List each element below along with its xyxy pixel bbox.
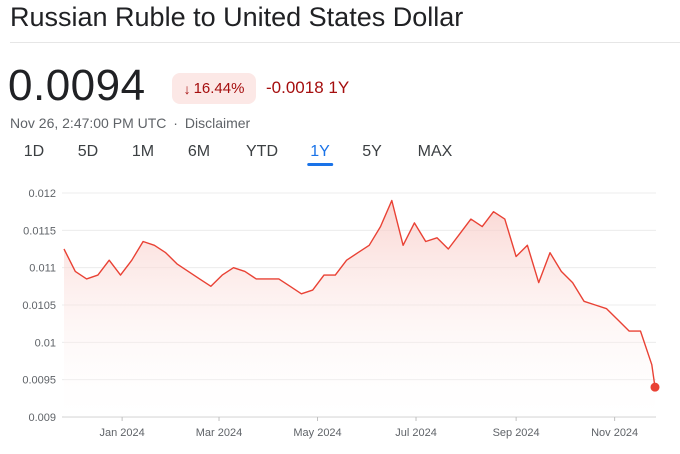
page-title: Russian Ruble to United States Dollar: [10, 2, 464, 32]
x-tick-label: May 2024: [293, 427, 341, 439]
x-axis: Jan 2024 Mar 2024 May 2024 Jul 2024 Sep 2024…: [99, 417, 638, 439]
arrow-down-icon: ↓: [183, 80, 191, 97]
current-price-dot: [650, 382, 660, 392]
meta-separator: ·: [173, 115, 178, 131]
tab-5d[interactable]: 5D: [77, 143, 99, 160]
y-tick-label: 0.0105: [22, 300, 56, 312]
x-tick-label: Jul 2024: [395, 427, 437, 439]
y-tick-label: 0.01: [35, 337, 56, 349]
price-area: [64, 200, 655, 417]
price-line: [63, 199, 656, 388]
tab-ytd[interactable]: YTD: [246, 143, 278, 160]
x-tick-label: Jan 2024: [99, 427, 144, 439]
change-percent-badge: ↓ 16.44%: [172, 73, 256, 104]
timestamp-line: Nov 26, 2:47:00 PM UTC · Disclaimer: [10, 115, 250, 131]
y-tick-label: 0.0115: [23, 225, 56, 237]
change-absolute: -0.0018 1Y: [266, 78, 350, 97]
y-tick-label: 0.009: [28, 412, 56, 424]
tab-1d[interactable]: 1D: [23, 143, 45, 160]
tab-max[interactable]: MAX: [417, 143, 453, 160]
tab-5y[interactable]: 5Y: [362, 143, 382, 160]
y-tick-label: 0.0095: [22, 375, 56, 387]
disclaimer-link[interactable]: Disclaimer: [184, 115, 251, 131]
tab-1m[interactable]: 1M: [131, 143, 155, 160]
change-percent-value: 16.44%: [193, 80, 245, 97]
y-axis: 0.009 0.0095 0.01 0.0105 0.011 0.0115 0.012: [22, 188, 56, 424]
price-chart[interactable]: 0.009 0.0095 0.01 0.0105 0.011 0.0115 0.012 Ja…: [0, 175, 680, 454]
tab-6m[interactable]: 6M: [187, 143, 211, 160]
x-tick-label: Nov 2024: [591, 427, 638, 439]
header-divider: [10, 42, 680, 43]
tab-1y[interactable]: 1Y: [307, 143, 333, 166]
chart-series: [63, 199, 660, 417]
y-tick-label: 0.011: [29, 263, 56, 275]
timestamp: Nov 26, 2:47:00 PM UTC: [10, 115, 167, 131]
x-tick-label: Sep 2024: [493, 427, 540, 439]
current-price: 0.0094: [8, 61, 146, 110]
y-tick-label: 0.012: [28, 188, 56, 200]
x-tick-label: Mar 2024: [196, 427, 242, 439]
